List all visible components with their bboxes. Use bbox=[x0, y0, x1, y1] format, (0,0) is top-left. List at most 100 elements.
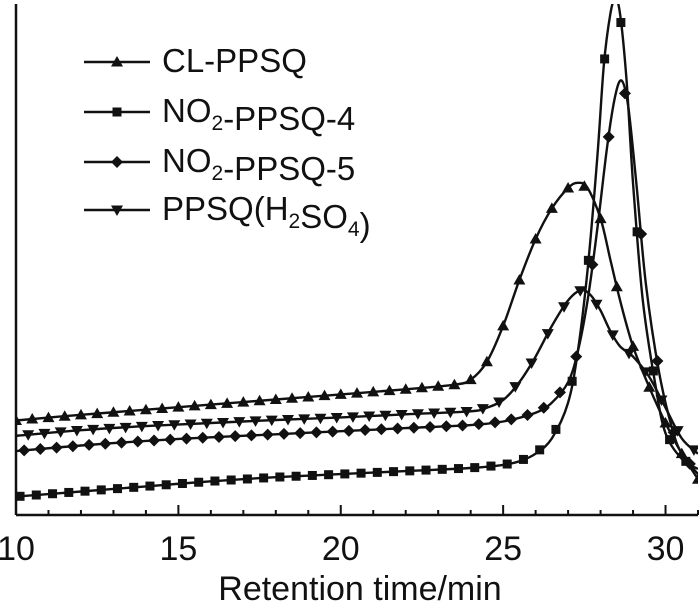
x-tick-label: 10 bbox=[0, 530, 35, 568]
series-point-cl-ppsq bbox=[237, 396, 250, 407]
series-point-ppsq-h2so4 bbox=[590, 299, 603, 311]
series-point-ppsq-h2so4 bbox=[119, 422, 132, 434]
series-point-cl-ppsq bbox=[58, 410, 71, 421]
series-point-ppsq-h2so4 bbox=[314, 413, 327, 425]
series-point-no2-ppsq-4 bbox=[177, 479, 187, 489]
series-point-cl-ppsq bbox=[123, 405, 136, 416]
series-point-no2-ppsq-4 bbox=[194, 477, 204, 487]
series-point-cl-ppsq bbox=[448, 378, 461, 390]
legend-label: CL-PPSQ bbox=[162, 42, 307, 79]
series-point-ppsq-h2so4 bbox=[574, 286, 587, 297]
legend-label: NO2-PPSQ-5 bbox=[162, 142, 355, 187]
series-point-no2-ppsq-4 bbox=[421, 465, 431, 475]
series-point-no2-ppsq-5 bbox=[196, 431, 209, 444]
series-point-ppsq-h2so4 bbox=[558, 302, 571, 313]
series-point-cl-ppsq bbox=[594, 212, 607, 224]
series-point-cl-ppsq bbox=[42, 411, 55, 423]
series-point-cl-ppsq bbox=[399, 383, 412, 394]
series-point-no2-ppsq-5 bbox=[18, 444, 31, 457]
series-point-no2-ppsq-4 bbox=[665, 435, 675, 445]
series-point-ppsq-h2so4 bbox=[168, 420, 181, 431]
series-point-cl-ppsq bbox=[610, 280, 623, 292]
series-point-no2-ppsq-5 bbox=[50, 441, 63, 454]
series-point-no2-ppsq-5 bbox=[34, 443, 47, 456]
series-point-no2-ppsq-4 bbox=[210, 476, 220, 486]
series-point-ppsq-h2so4 bbox=[200, 418, 213, 430]
series-point-no2-ppsq-4 bbox=[291, 471, 301, 481]
series-point-no2-ppsq-5 bbox=[537, 401, 550, 414]
series-point-cl-ppsq bbox=[513, 273, 526, 285]
series-point-no2-ppsq-4 bbox=[616, 18, 626, 28]
series-point-no2-ppsq-5 bbox=[164, 433, 177, 446]
series-point-no2-ppsq-5 bbox=[261, 428, 274, 441]
series-point-no2-ppsq-5 bbox=[326, 425, 339, 438]
series-point-no2-ppsq-4 bbox=[64, 487, 74, 497]
series-point-ppsq-h2so4 bbox=[184, 419, 197, 430]
series-point-cl-ppsq bbox=[107, 406, 120, 417]
series-point-no2-ppsq-5 bbox=[651, 355, 664, 368]
series-point-no2-ppsq-5 bbox=[342, 424, 355, 437]
series-point-ppsq-h2so4 bbox=[152, 421, 165, 432]
series-point-ppsq-h2so4 bbox=[655, 395, 668, 407]
series-point-ppsq-h2so4 bbox=[249, 416, 262, 427]
series-point-no2-ppsq-4 bbox=[161, 480, 171, 490]
legend-item-no2-ppsq-4: NO2-PPSQ-4 bbox=[84, 92, 355, 137]
series-point-no2-ppsq-5 bbox=[294, 427, 307, 440]
series-point-ppsq-h2so4 bbox=[411, 409, 424, 420]
series-point-cl-ppsq bbox=[91, 407, 104, 419]
series-point-no2-ppsq-5 bbox=[115, 436, 128, 449]
legend-item-cl-ppsq: CL-PPSQ bbox=[84, 42, 307, 79]
series-point-ppsq-h2so4 bbox=[395, 410, 408, 421]
series-point-no2-ppsq-5 bbox=[440, 420, 453, 433]
series-point-cl-ppsq bbox=[318, 389, 331, 401]
series-point-ppsq-h2so4 bbox=[38, 428, 51, 440]
series-point-ppsq-h2so4 bbox=[281, 414, 294, 426]
x-tick-label: 15 bbox=[159, 530, 197, 568]
legend-label: NO2-PPSQ-4 bbox=[162, 92, 355, 137]
series-point-no2-ppsq-5 bbox=[83, 438, 96, 451]
series-point-ppsq-h2so4 bbox=[687, 445, 698, 456]
plot-area bbox=[16, 4, 698, 501]
series-point-cl-ppsq bbox=[562, 181, 575, 193]
series-point-ppsq-h2so4 bbox=[493, 397, 506, 408]
series-point-no2-ppsq-5 bbox=[489, 416, 502, 429]
series-point-cl-ppsq bbox=[204, 398, 217, 410]
series-ppsq-h2so4 bbox=[16, 286, 698, 456]
series-point-no2-ppsq-4 bbox=[80, 486, 90, 496]
series-point-cl-ppsq bbox=[497, 319, 510, 331]
series-point-no2-ppsq-4 bbox=[356, 468, 366, 478]
legend-label: PPSQ(H2SO4) bbox=[162, 190, 371, 243]
series-point-cl-ppsq bbox=[156, 402, 169, 413]
series-point-no2-ppsq-4 bbox=[518, 454, 528, 464]
series-point-no2-ppsq-5 bbox=[229, 430, 242, 443]
series-point-ppsq-h2so4 bbox=[428, 408, 441, 419]
series-point-no2-ppsq-5 bbox=[602, 130, 615, 143]
series-point-no2-ppsq-5 bbox=[277, 427, 290, 440]
series-point-no2-ppsq-4 bbox=[307, 470, 317, 480]
series-point-ppsq-h2so4 bbox=[233, 417, 246, 428]
series-point-no2-ppsq-4 bbox=[259, 473, 269, 483]
legend-marker bbox=[112, 107, 122, 117]
axes: 10 15 20 25 30 bbox=[0, 4, 699, 568]
series-point-cl-ppsq bbox=[627, 340, 640, 351]
series-point-cl-ppsq bbox=[269, 393, 282, 405]
series-point-no2-ppsq-5 bbox=[424, 420, 437, 433]
series-point-cl-ppsq bbox=[16, 414, 22, 425]
series-point-ppsq-h2so4 bbox=[103, 423, 116, 435]
series-point-cl-ppsq bbox=[643, 381, 656, 392]
series-point-no2-ppsq-5 bbox=[375, 423, 388, 436]
series-point-ppsq-h2so4 bbox=[54, 427, 67, 438]
series-point-ppsq-h2so4 bbox=[265, 415, 278, 427]
series-point-no2-ppsq-4 bbox=[551, 424, 561, 434]
series-point-no2-ppsq-5 bbox=[586, 258, 599, 271]
series-point-cl-ppsq bbox=[545, 202, 558, 213]
series-point-no2-ppsq-5 bbox=[472, 418, 485, 431]
series-point-cl-ppsq bbox=[302, 390, 315, 402]
series-point-cl-ppsq bbox=[415, 381, 428, 393]
series-point-ppsq-h2so4 bbox=[460, 406, 473, 418]
series-point-cl-ppsq bbox=[529, 233, 542, 244]
series-point-no2-ppsq-4 bbox=[96, 485, 106, 495]
series-point-cl-ppsq bbox=[26, 413, 39, 424]
series-point-no2-ppsq-5 bbox=[66, 440, 79, 453]
